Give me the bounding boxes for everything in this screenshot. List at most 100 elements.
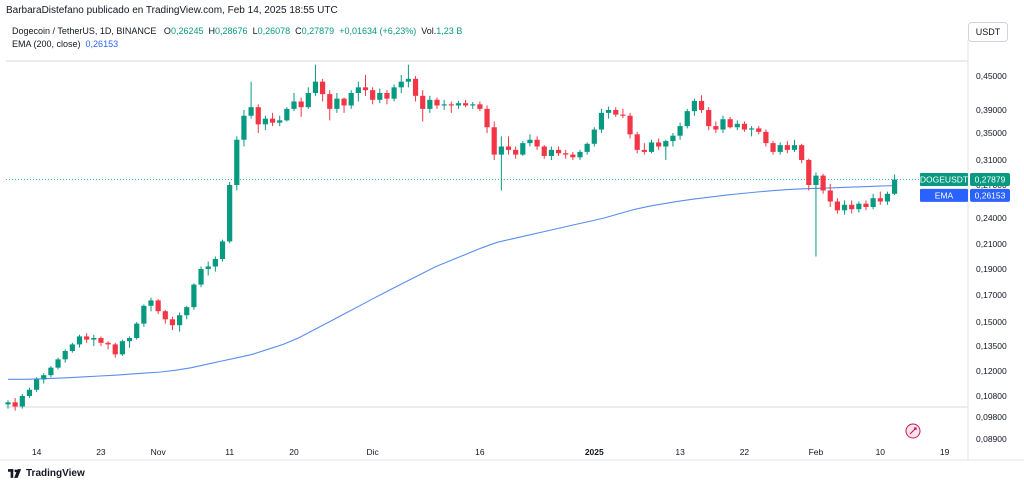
ema-price-tag-label: EMA <box>935 190 954 200</box>
candle-body <box>119 341 125 355</box>
candle-body <box>62 351 68 360</box>
tradingview-logo[interactable]: TradingView <box>8 468 85 479</box>
y-tick-label: 0,12000 <box>976 366 1007 376</box>
candle-body <box>505 146 512 150</box>
candle-body <box>148 300 154 306</box>
candle-body <box>191 284 197 308</box>
candle-body <box>284 108 290 121</box>
volume-label: Vol. <box>421 26 437 36</box>
candle-body <box>412 78 419 96</box>
candle-body <box>12 402 18 407</box>
candle-body <box>355 87 361 93</box>
candle-body <box>391 87 397 99</box>
y-tick-label: 0,13500 <box>976 341 1007 351</box>
candle-body <box>577 151 583 158</box>
ema-200-line <box>8 185 895 380</box>
change-value: +0,01634 (+6,23%) <box>339 26 417 36</box>
tradingview-logo-icon <box>8 469 22 478</box>
candle-body <box>834 201 840 211</box>
candle-body <box>841 204 848 211</box>
candle-body <box>448 104 454 106</box>
candle-body <box>620 114 626 116</box>
candle-body <box>784 145 790 150</box>
candle-body <box>269 118 276 123</box>
close-value: 0,27879 <box>301 26 335 36</box>
candle-body <box>756 128 762 132</box>
candle-body <box>877 198 883 202</box>
candle-body <box>112 344 118 355</box>
candle-body <box>777 145 783 152</box>
candle-body <box>441 104 447 106</box>
candle-body <box>405 78 411 82</box>
candle-body <box>434 99 440 106</box>
publisher-attribution: BarbaraDistefano publicado en TradingVie… <box>6 5 338 16</box>
candle-body <box>791 145 798 150</box>
candle-body <box>362 87 369 91</box>
x-tick-label: 13 <box>675 447 685 457</box>
candle-body <box>677 126 683 136</box>
open-label: O <box>163 26 171 36</box>
candle-body <box>606 110 612 113</box>
candle-body <box>734 123 740 128</box>
candle-body <box>541 146 547 156</box>
y-tick-label: 0,19000 <box>976 264 1007 274</box>
candle-body <box>162 311 168 320</box>
currency-button[interactable]: USDT <box>968 22 1008 42</box>
symbol-name[interactable]: Dogecoin / TetherUS, 1D, BINANCE <box>12 26 157 36</box>
y-tick-label: 0,21000 <box>976 239 1007 249</box>
ema-price-tag-value-bg <box>970 188 1010 202</box>
candle-body <box>184 307 190 316</box>
candle-body <box>398 81 404 88</box>
low-value: 0,26078 <box>257 26 291 36</box>
candle-body <box>534 139 540 147</box>
candle-body <box>370 90 376 100</box>
candle-body <box>48 367 54 376</box>
x-tick-label: 16 <box>475 447 485 457</box>
candle-body <box>527 139 533 144</box>
candle-body <box>84 336 90 340</box>
candle-body <box>205 266 211 269</box>
x-tick-label: 22 <box>740 447 750 457</box>
ema-value: 0,26153 <box>85 39 119 49</box>
last-price-tag-label-bg <box>920 173 968 187</box>
last-price-tag-value: 0,27879 <box>975 175 1006 185</box>
ema-label[interactable]: EMA (200, close) <box>12 39 81 49</box>
candle-body <box>720 119 726 130</box>
candle-body <box>134 323 140 338</box>
candle-body <box>241 115 247 140</box>
candle-body <box>563 153 569 155</box>
x-tick-label: 19 <box>940 447 950 457</box>
y-tick-label: 0,45000 <box>976 71 1007 81</box>
candle-body <box>227 185 233 242</box>
candle-body <box>55 359 61 368</box>
candle-body <box>491 127 497 155</box>
candle-body <box>420 95 426 109</box>
low-label: L <box>252 26 258 36</box>
high-label: H <box>208 26 216 36</box>
candle-body <box>463 103 469 106</box>
candle-body <box>520 143 526 155</box>
candle-body <box>691 100 697 112</box>
candle-body <box>98 338 104 343</box>
tradingview-logo-text: TradingView <box>26 468 85 479</box>
candle-body <box>684 111 690 127</box>
volume-value: 1,23 B <box>436 26 463 36</box>
y-tick-label: 0,24000 <box>976 213 1007 223</box>
candle-body <box>749 128 755 130</box>
candle-body <box>291 101 297 109</box>
candle-body <box>634 134 640 150</box>
candle-body <box>813 175 819 185</box>
candle-body <box>498 146 504 155</box>
y-tick-label: 0,08900 <box>976 434 1007 444</box>
candle-body <box>348 93 354 106</box>
candle-body <box>76 336 83 345</box>
x-tick-label: 11 <box>225 447 234 457</box>
y-tick-label: 0,15000 <box>976 317 1007 327</box>
chart-legend: Dogecoin / TetherUS, 1D, BINANCE O0,2624… <box>12 25 462 51</box>
x-tick-label: Nov <box>151 447 167 457</box>
candle-body <box>427 99 433 109</box>
last-price-tag-label: DOGEUSDT <box>920 175 968 185</box>
candle-body <box>91 338 97 340</box>
candle-body <box>892 179 898 194</box>
